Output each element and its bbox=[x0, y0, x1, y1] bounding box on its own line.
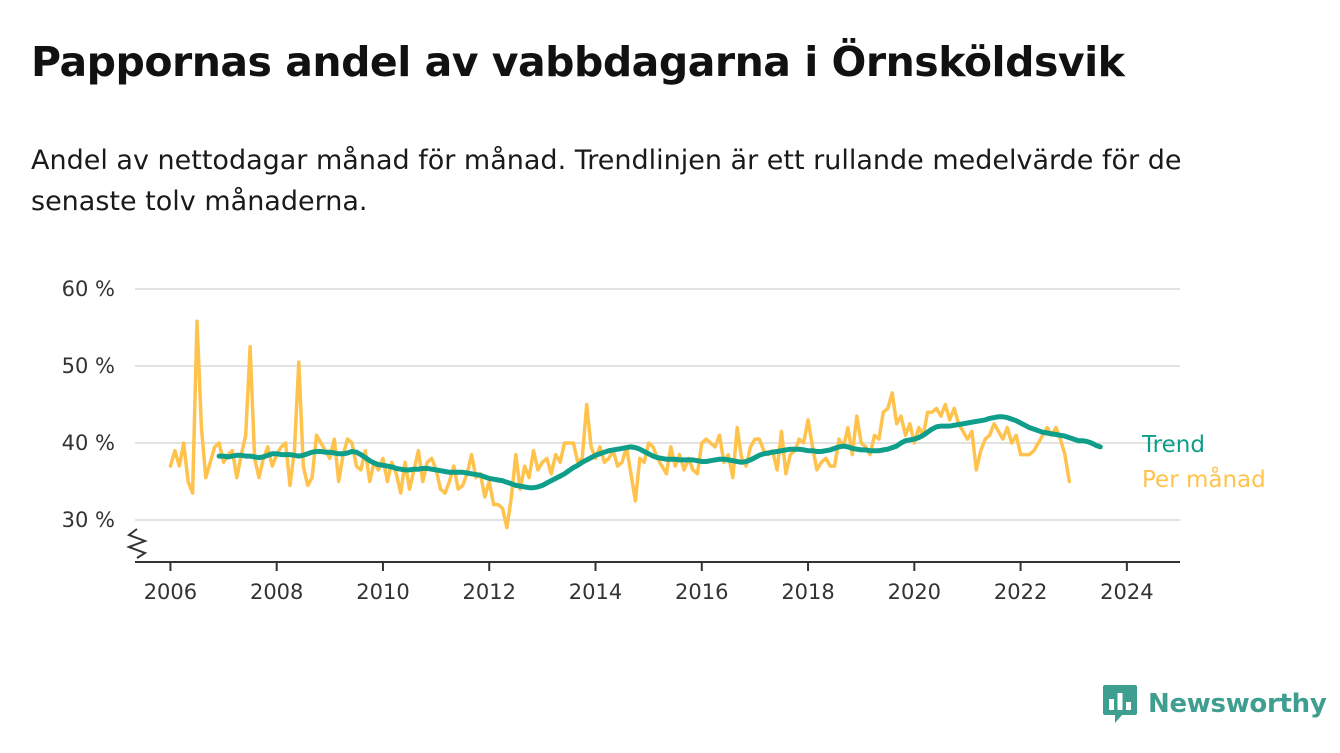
series bbox=[168, 319, 1103, 530]
trend-line bbox=[216, 414, 1103, 491]
trend-label: Trend bbox=[1141, 432, 1205, 458]
y-tick-label: 30 % bbox=[62, 508, 115, 532]
x-tick-label: 2022 bbox=[994, 580, 1047, 604]
axis-break-icon bbox=[126, 528, 148, 559]
axes: 30 % 40 % 50 % 60 % 2006 2008 2010 2012 2014 2016… bbox=[62, 277, 1180, 604]
y-tick-label: 50 % bbox=[62, 354, 115, 378]
brand-name: Newsworthy bbox=[1148, 689, 1327, 719]
chart-title: Pappornas andel av vabbdagarna i Örnsköl… bbox=[31, 38, 1125, 86]
x-tick-label: 2012 bbox=[463, 580, 516, 604]
x-tick-label: 2014 bbox=[569, 580, 622, 604]
grid-lines bbox=[135, 288, 1180, 521]
x-tick-label: 2016 bbox=[675, 580, 728, 604]
newsworthy-logo: Newsworthy bbox=[1102, 682, 1327, 726]
bar-chart-speech-bubble-icon bbox=[1103, 685, 1137, 723]
y-tick-label: 60 % bbox=[62, 277, 115, 301]
y-tick-label: 40 % bbox=[62, 431, 115, 455]
x-tick-label: 2010 bbox=[356, 580, 409, 604]
series-labels: Per månad Trend bbox=[1141, 432, 1266, 493]
monthly-label: Per månad bbox=[1142, 465, 1266, 493]
x-tick-label: 2008 bbox=[250, 580, 303, 604]
x-tick-label: 2018 bbox=[781, 580, 834, 604]
x-tick-label: 2020 bbox=[888, 580, 941, 604]
x-tick-label: 2024 bbox=[1100, 580, 1153, 604]
monthly-line bbox=[168, 319, 1072, 530]
x-tick-label: 2006 bbox=[144, 580, 197, 604]
chart-subtitle: Andel av nettodagar månad för månad. Tre… bbox=[31, 145, 1182, 217]
